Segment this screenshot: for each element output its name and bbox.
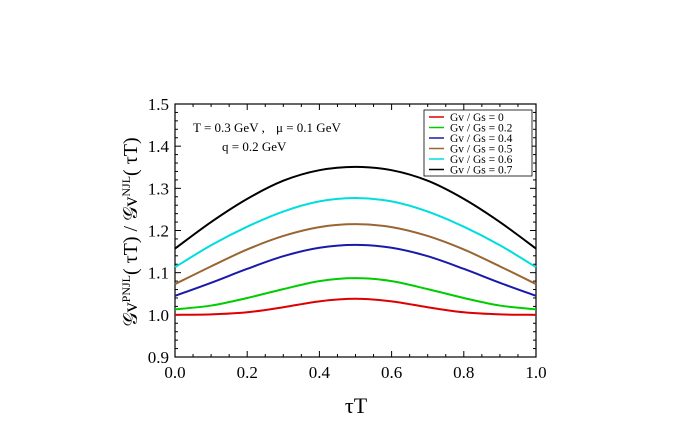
legend-label: Gv / Gs = 0.7 bbox=[450, 165, 513, 177]
y-axis-title-part4: ( τT) bbox=[120, 137, 142, 176]
legend-label: Gv / Gs = 0 bbox=[450, 112, 504, 124]
y-tick-label: 0.9 bbox=[148, 348, 169, 367]
series-group bbox=[174, 165, 537, 316]
x-tick-label: 0.2 bbox=[237, 363, 258, 382]
x-tick-labels: 0.0 0.2 0.4 0.6 0.8 1.0 bbox=[164, 363, 546, 382]
x-tick-label: 0.4 bbox=[309, 363, 331, 382]
legend: Gv / Gs = 0Gv / Gs = 0.2Gv / Gs = 0.4Gv … bbox=[423, 109, 533, 177]
y-tick-label: 1.2 bbox=[148, 222, 169, 241]
series-line-1 bbox=[174, 277, 537, 311]
series-line-5 bbox=[174, 165, 537, 250]
y-axis-title-part2: ( τT) / bbox=[120, 221, 142, 275]
y-axis-title-part1: 𝒢v bbox=[120, 302, 142, 326]
annotation-chemical-potential: μ = 0.1 GeV bbox=[276, 120, 341, 135]
series-line-2 bbox=[174, 243, 537, 297]
legend-label: Gv / Gs = 0.6 bbox=[450, 154, 513, 166]
x-tick-label: 0.8 bbox=[453, 363, 474, 382]
x-tick-label: 0.0 bbox=[164, 363, 185, 382]
y-axis-title-sup1: PNJL bbox=[119, 275, 133, 302]
y-axis-title-sup2: NJL bbox=[119, 176, 133, 197]
y-tick-label: 1.5 bbox=[148, 95, 169, 114]
x-tick-label: 1.0 bbox=[525, 363, 546, 382]
y-tick-label: 1.1 bbox=[148, 264, 169, 283]
series-line-3 bbox=[174, 223, 537, 285]
x-axis-title: τT bbox=[345, 393, 368, 418]
x-tick-label: 0.6 bbox=[381, 363, 402, 382]
legend-label: Gv / Gs = 0.2 bbox=[450, 123, 513, 135]
series-line-0 bbox=[174, 297, 537, 316]
legend-label: Gv / Gs = 0.4 bbox=[450, 133, 513, 145]
y-axis-title: 𝒢vPNJL( τT) / 𝒢vNJL( τT) bbox=[119, 137, 142, 326]
annotation-momentum: q = 0.2 GeV bbox=[222, 139, 287, 154]
axis-ticks bbox=[174, 103, 537, 358]
y-tick-labels: 0.9 1.0 1.1 1.2 1.3 1.4 1.5 bbox=[148, 95, 170, 367]
y-tick-label: 1.4 bbox=[148, 137, 170, 156]
legend-box bbox=[423, 109, 533, 177]
legend-label: Gv / Gs = 0.5 bbox=[450, 144, 513, 156]
y-tick-label: 1.3 bbox=[148, 179, 169, 198]
annotation-temperature: T = 0.3 GeV , bbox=[193, 120, 265, 135]
y-axis-title-part3: 𝒢v bbox=[120, 197, 142, 221]
series-line-4 bbox=[174, 197, 537, 269]
y-tick-label: 1.0 bbox=[148, 306, 169, 325]
legend-items: Gv / Gs = 0Gv / Gs = 0.2Gv / Gs = 0.4Gv … bbox=[429, 112, 513, 177]
